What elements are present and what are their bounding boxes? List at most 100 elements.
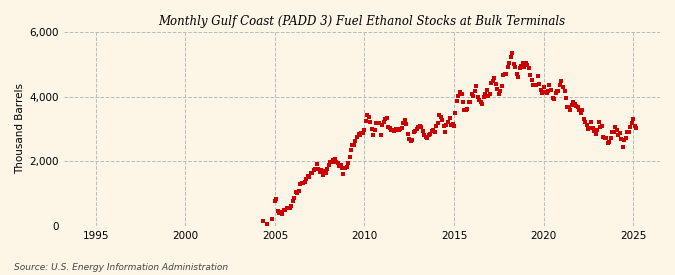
Point [572, 104, 583, 109]
Point [501, 72, 512, 76]
Point [407, 137, 418, 142]
Point [612, 128, 622, 132]
Point [316, 168, 327, 172]
Point [591, 132, 601, 137]
Point [549, 97, 560, 101]
Point [607, 130, 618, 134]
Point [562, 104, 573, 109]
Point [578, 117, 589, 122]
Point [510, 64, 520, 69]
Point [344, 155, 355, 159]
Point [462, 107, 473, 111]
Point [533, 74, 543, 79]
Point [492, 87, 503, 91]
Point [528, 83, 539, 87]
Point [392, 127, 402, 132]
Point [374, 121, 385, 125]
Point [486, 81, 497, 86]
Point [498, 72, 509, 77]
Point [304, 175, 315, 180]
Point [305, 170, 316, 175]
Point [362, 113, 373, 117]
Point [413, 125, 424, 129]
Point [464, 100, 475, 105]
Point [623, 130, 634, 134]
Point [320, 170, 331, 175]
Point [434, 113, 445, 118]
Point [459, 108, 470, 112]
Point [628, 117, 639, 121]
Point [283, 206, 294, 210]
Point [465, 100, 476, 104]
Point [331, 160, 342, 164]
Point [443, 119, 454, 124]
Point [368, 133, 379, 137]
Point [622, 130, 632, 134]
Point [541, 91, 552, 95]
Point [438, 124, 449, 128]
Point [327, 158, 338, 162]
Point [257, 219, 268, 223]
Point [387, 128, 398, 133]
Point [405, 139, 416, 143]
Point [479, 95, 489, 99]
Point [281, 205, 292, 210]
Point [288, 199, 298, 203]
Point [599, 135, 610, 140]
Point [421, 135, 431, 139]
Point [475, 100, 486, 104]
Point [410, 128, 421, 133]
Point [423, 133, 434, 137]
Point [311, 162, 322, 166]
Point [504, 61, 514, 65]
Point [408, 130, 419, 134]
Point [608, 130, 619, 134]
Point [267, 217, 277, 221]
Point [273, 208, 284, 213]
Point [544, 83, 555, 87]
Point [602, 141, 613, 145]
Point [396, 125, 407, 130]
Point [390, 126, 401, 131]
Point [564, 105, 574, 109]
Point [437, 117, 448, 122]
Point [349, 142, 360, 147]
Point [315, 170, 325, 175]
Point [526, 78, 537, 82]
Point [586, 120, 597, 125]
Point [350, 139, 361, 143]
Point [610, 124, 620, 129]
Point [277, 211, 288, 216]
Point [495, 88, 506, 93]
Point [358, 130, 369, 135]
Point [353, 132, 364, 136]
Point [354, 133, 365, 138]
Point [574, 108, 585, 112]
Point [496, 84, 507, 88]
Point [629, 124, 640, 128]
Point [585, 125, 595, 130]
Text: Source: U.S. Energy Information Administration: Source: U.S. Energy Information Administ… [14, 263, 227, 272]
Point [444, 116, 455, 120]
Point [300, 180, 310, 185]
Point [343, 161, 354, 165]
Point [400, 118, 410, 122]
Point [395, 126, 406, 131]
Point [379, 120, 389, 124]
Point [441, 123, 452, 127]
Point [322, 167, 333, 172]
Point [616, 136, 626, 141]
Point [595, 125, 605, 130]
Point [460, 108, 471, 112]
Point [302, 174, 313, 178]
Point [545, 88, 556, 92]
Point [481, 87, 492, 92]
Point [604, 140, 615, 144]
Point [598, 134, 609, 139]
Point [485, 92, 495, 96]
Point [298, 181, 308, 186]
Point [317, 173, 328, 177]
Point [452, 99, 462, 104]
Point [389, 129, 400, 133]
Point [319, 168, 329, 173]
